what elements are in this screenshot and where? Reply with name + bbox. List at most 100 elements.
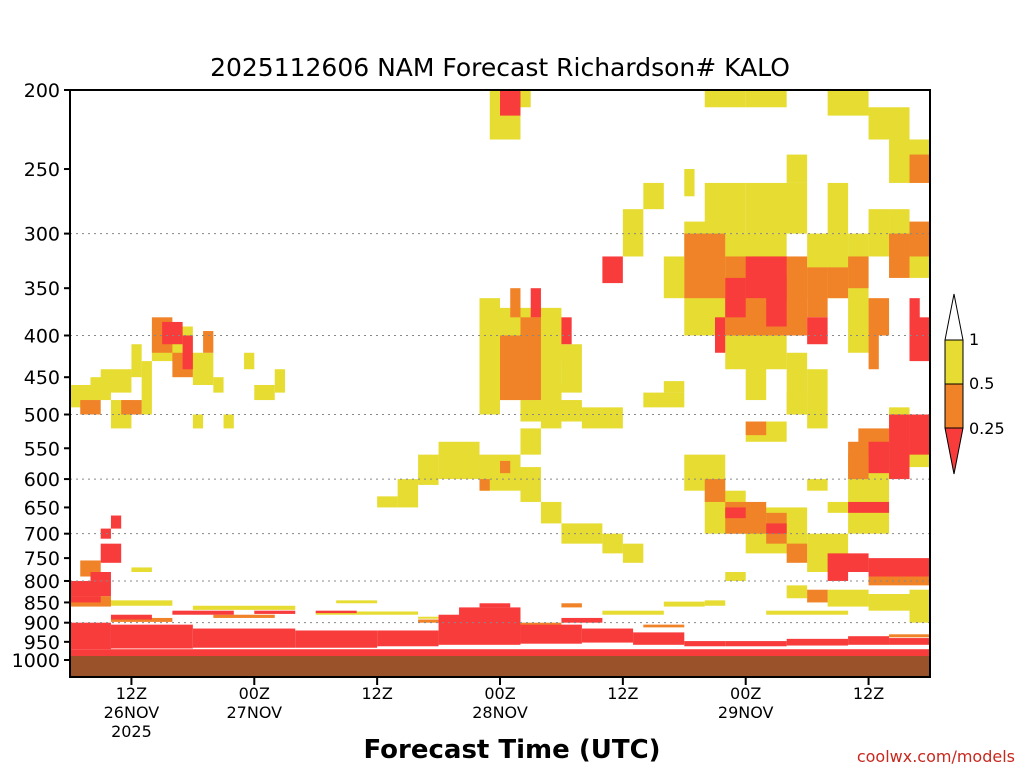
- ri-cell: [643, 392, 685, 408]
- ri-cell: [121, 400, 142, 415]
- ri-cell: [868, 209, 890, 257]
- x-tick-label: 12Z: [116, 684, 147, 703]
- ri-cell: [520, 428, 541, 455]
- ri-cell: [745, 182, 808, 234]
- ri-cell: [520, 467, 541, 502]
- ri-cell: [715, 317, 726, 353]
- ri-cell: [141, 361, 152, 415]
- legend-label-1: 1: [969, 330, 979, 349]
- y-tick-label: 550: [24, 438, 60, 460]
- ri-cell: [90, 572, 111, 581]
- ri-cell: [848, 233, 869, 353]
- ri-cell: [663, 256, 685, 299]
- ri-cell: [213, 377, 224, 393]
- ri-cell: [192, 414, 204, 429]
- ri-cell: [192, 605, 296, 610]
- ri-cell: [244, 352, 255, 370]
- ri-cell: [520, 317, 541, 336]
- x-tick-label: 29NOV: [718, 703, 774, 722]
- ri-cell: [704, 600, 726, 606]
- y-tick-label: 200: [24, 80, 60, 102]
- legend: 1 0.5 0.25: [944, 293, 1005, 475]
- y-tick-label: 750: [24, 548, 60, 570]
- ri-cell: [561, 344, 582, 393]
- y-tick-label: 450: [24, 367, 60, 389]
- ri-cell: [336, 600, 378, 604]
- ri-cell: [162, 321, 183, 345]
- y-tick-label: 250: [24, 159, 60, 181]
- ri-cell: [459, 607, 521, 621]
- ri-cell: [786, 638, 849, 646]
- chart-title: 2025112606 NAM Forecast Richardson# KALO: [210, 53, 790, 82]
- ri-cell: [827, 90, 869, 116]
- y-tick-label: 300: [24, 224, 60, 246]
- ri-cell: [827, 501, 849, 513]
- ri-cell: [203, 331, 214, 353]
- ri-cell: [868, 558, 930, 577]
- ri-cell: [100, 369, 132, 393]
- x-tick-label: 26NOV: [104, 703, 160, 722]
- ri-cell: [602, 533, 623, 554]
- ri-cell: [397, 479, 419, 508]
- ri-cell: [540, 501, 562, 524]
- ri-cell: [848, 501, 890, 513]
- ri-cell: [418, 454, 439, 485]
- ri-cell: [725, 641, 787, 647]
- credit-link[interactable]: coolwx.com/models: [857, 747, 1015, 766]
- ri-cell: [786, 392, 808, 415]
- ri-cell: [110, 600, 173, 606]
- ri-cell: [766, 610, 849, 615]
- y-tick-label: 650: [24, 497, 60, 519]
- x-tick-label: 28NOV: [472, 703, 528, 722]
- ri-cell: [766, 523, 787, 534]
- ri-cell: [172, 610, 234, 615]
- ri-cell: [725, 572, 746, 581]
- ri-cell: [110, 617, 173, 622]
- ri-cell: [725, 277, 746, 318]
- legend-band-0-5-1: [944, 339, 964, 385]
- ri-cell: [479, 298, 500, 415]
- ri-cell: [827, 267, 849, 299]
- ri-cell: [807, 369, 828, 429]
- x-tick-label: 2025: [111, 722, 152, 741]
- legend-arrow-top: [944, 293, 964, 341]
- ri-cell: [540, 384, 562, 429]
- ri-cell: [807, 479, 828, 491]
- y-tick-label: 600: [24, 469, 60, 491]
- ri-cell: [80, 400, 101, 415]
- ri-cell: [500, 460, 511, 474]
- ri-cell: [889, 233, 910, 278]
- ri-cell: [489, 90, 500, 140]
- ri-cell: [500, 90, 521, 116]
- ri-cell: [807, 267, 828, 318]
- ri-cell: [663, 601, 705, 607]
- ri-cell: [889, 638, 930, 645]
- y-tick-label: 400: [24, 325, 60, 347]
- ri-cell: [602, 610, 664, 615]
- ri-cell: [909, 317, 930, 362]
- y-tick-label: 850: [24, 592, 60, 614]
- ri-cell: [70, 596, 101, 603]
- ri-cell: [70, 622, 111, 650]
- ri-cell: [807, 317, 828, 345]
- ri-cell: [192, 628, 296, 648]
- ri-cell: [807, 589, 828, 603]
- ri-cell: [520, 622, 562, 626]
- y-tick-label: 900: [24, 613, 60, 635]
- ri-cell: [377, 630, 439, 647]
- legend-label-0-5: 0.5: [969, 374, 994, 393]
- ri-cell: [438, 441, 480, 480]
- ground-band: [70, 656, 930, 677]
- ri-cell: [581, 407, 623, 429]
- ri-cell: [889, 414, 910, 480]
- ri-cell: [110, 515, 122, 529]
- x-tick-label: 00Z: [730, 684, 761, 703]
- ri-cell: [868, 335, 879, 370]
- ri-cell: [377, 496, 398, 508]
- ri-cell: [110, 624, 193, 649]
- ri-cell: [868, 441, 890, 474]
- ri-cell: [479, 479, 490, 491]
- ri-cell: [520, 624, 582, 644]
- legend-arrow-bottom: [944, 427, 964, 475]
